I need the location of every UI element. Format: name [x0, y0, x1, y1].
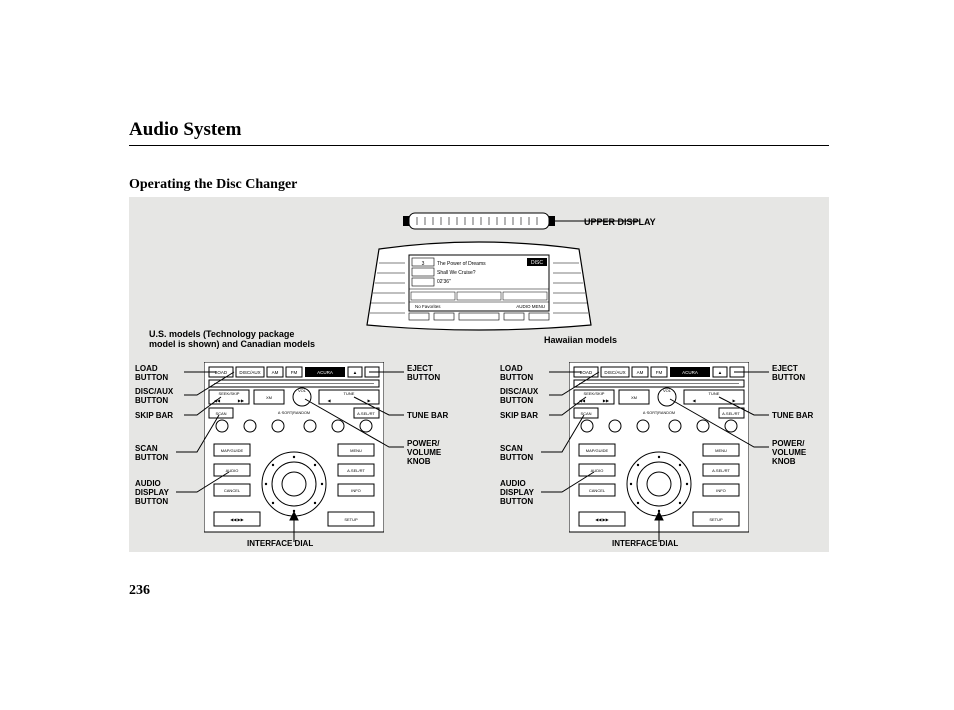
figure-area: 3 DISC The Power of Dreams Shall We Crui… — [129, 197, 829, 552]
r-scan: SCAN BUTTON — [500, 444, 533, 462]
l-power: POWER/ VOLUME KNOB — [407, 439, 441, 467]
r-load: LOAD BUTTON — [500, 364, 533, 382]
r-eject: EJECT BUTTON — [772, 364, 805, 382]
l-load: LOAD BUTTON — [135, 364, 168, 382]
title-rule — [129, 145, 829, 146]
r-power: POWER/ VOLUME KNOB — [772, 439, 806, 467]
l-scan: SCAN BUTTON — [135, 444, 168, 462]
r-discaux: DISC/AUX BUTTON — [500, 387, 538, 405]
l-discaux: DISC/AUX BUTTON — [135, 387, 173, 405]
r-skip: SKIP BAR — [500, 411, 538, 420]
l-skip: SKIP BAR — [135, 411, 173, 420]
l-tune: TUNE BAR — [407, 411, 448, 420]
r-ifdial: INTERFACE DIAL — [612, 539, 678, 548]
r-tune: TUNE BAR — [772, 411, 813, 420]
l-audio: AUDIO DISPLAY BUTTON — [135, 479, 169, 507]
manual-page: Audio System Operating the Disc Changer — [0, 0, 954, 710]
r-audio: AUDIO DISPLAY BUTTON — [500, 479, 534, 507]
section-subtitle: Operating the Disc Changer — [129, 177, 297, 193]
page-title: Audio System — [129, 119, 241, 141]
l-eject: EJECT BUTTON — [407, 364, 440, 382]
page-number: 236 — [129, 583, 150, 599]
leader-lines — [129, 197, 829, 552]
l-ifdial: INTERFACE DIAL — [247, 539, 313, 548]
